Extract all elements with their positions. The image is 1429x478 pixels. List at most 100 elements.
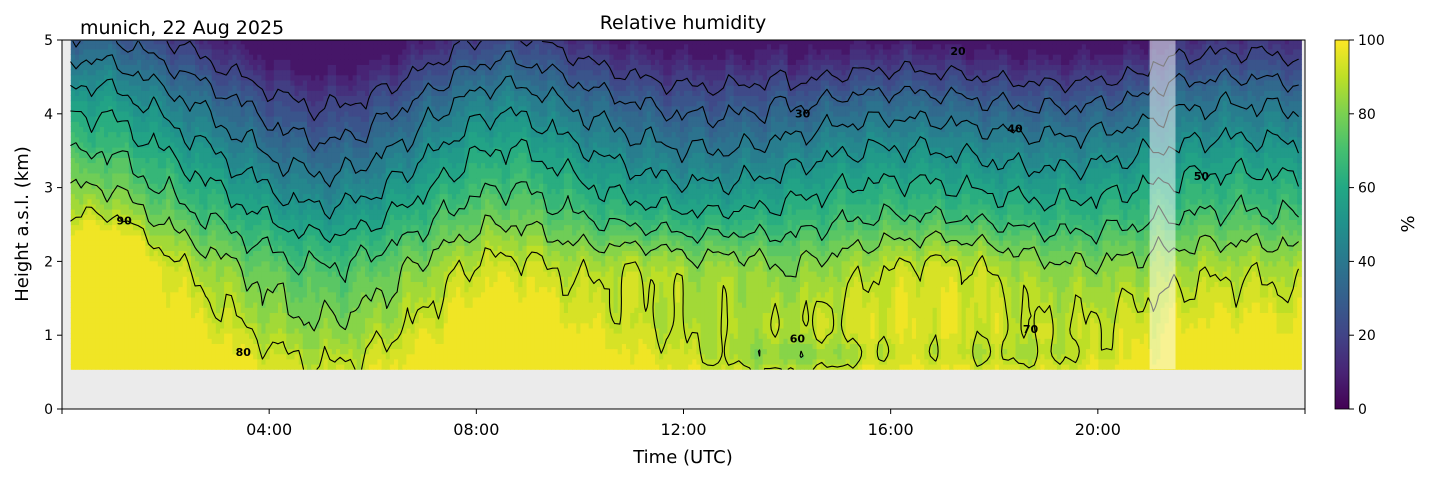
rh-cell [382,204,387,210]
rh-cell [170,312,175,318]
rh-cell [237,132,242,138]
rh-cell [261,214,266,220]
rh-cell [249,152,254,158]
rh-cell [220,75,225,81]
rh-cell [199,70,204,76]
rh-cell [295,214,300,220]
rh-cell [261,276,266,282]
rh-cell [187,121,192,127]
rh-cell [303,302,308,308]
rh-cell [162,225,167,231]
rh-cell [315,70,320,76]
rh-cell [249,121,254,127]
rh-cell [170,302,175,308]
rh-cell [158,44,163,50]
rh-cell [266,276,271,282]
rh-cell [75,101,80,107]
rh-cell [108,230,113,236]
rh-cell [137,349,142,355]
rh-cell [365,90,370,96]
rh-cell [361,75,366,81]
rh-cell [307,328,312,334]
rh-cell [179,183,184,189]
rh-cell [266,266,271,272]
rh-cell [100,281,105,287]
rh-cell [150,349,155,355]
rh-cell [137,354,142,360]
rh-cell [253,256,258,262]
rh-cell [290,178,295,184]
rh-cell [183,49,188,55]
rh-cell [237,44,242,50]
rh-cell [137,59,142,65]
rh-cell [141,137,146,143]
rh-cell [303,64,308,70]
rh-cell [92,111,97,117]
rh-cell [324,80,329,86]
rh-cell [311,318,316,324]
rh-cell [282,157,287,163]
rh-cell [299,297,304,303]
rh-cell [274,256,279,262]
rh-cell [232,214,237,220]
rh-cell [377,266,382,272]
rh-cell [274,106,279,112]
rh-cell [332,188,337,194]
rh-cell [344,75,349,81]
rh-cell [170,199,175,205]
rh-cell [174,168,179,174]
rh-cell [71,323,76,329]
rh-cell [228,214,233,220]
rh-cell [274,333,279,339]
rh-cell [353,276,358,282]
rh-cell [344,240,349,246]
rh-cell [336,343,341,349]
rh-cell [266,354,271,360]
rh-cell [83,307,88,313]
rh-cell [104,168,109,174]
rh-cell [303,49,308,55]
rh-cell [125,59,130,65]
rh-cell [104,292,109,298]
rh-cell [290,75,295,81]
rh-cell [203,44,208,50]
rh-cell [357,132,362,138]
rh-cell [237,219,242,225]
rh-cell [121,240,126,246]
rh-cell [208,64,213,70]
rh-cell [154,214,159,220]
rh-cell [270,302,275,308]
rh-cell [303,318,308,324]
rh-cell [100,297,105,303]
rh-cell [150,147,155,153]
rh-cell [216,292,221,298]
rh-cell [174,349,179,355]
rh-cell [373,173,378,179]
rh-cell [344,173,349,179]
rh-cell [290,121,295,127]
rh-cell [121,318,126,324]
rh-cell [158,157,163,163]
rh-cell [112,302,117,308]
rh-cell [108,312,113,318]
rh-cell [365,281,370,287]
rh-cell [377,178,382,184]
rh-cell [87,75,92,81]
rh-cell [191,152,196,158]
rh-cell [278,250,283,256]
rh-cell [303,194,308,200]
rh-cell [195,95,200,101]
rh-cell [382,59,387,65]
rh-cell [295,44,300,50]
rh-cell [158,230,163,236]
rh-cell [278,199,283,205]
rh-cell [373,343,378,349]
rh-cell [311,297,316,303]
rh-cell [116,328,121,334]
rh-cell [353,209,358,215]
rh-cell [224,209,229,215]
rh-cell [228,219,233,225]
rh-cell [154,194,159,200]
rh-cell [253,204,258,210]
rh-cell [108,147,113,153]
